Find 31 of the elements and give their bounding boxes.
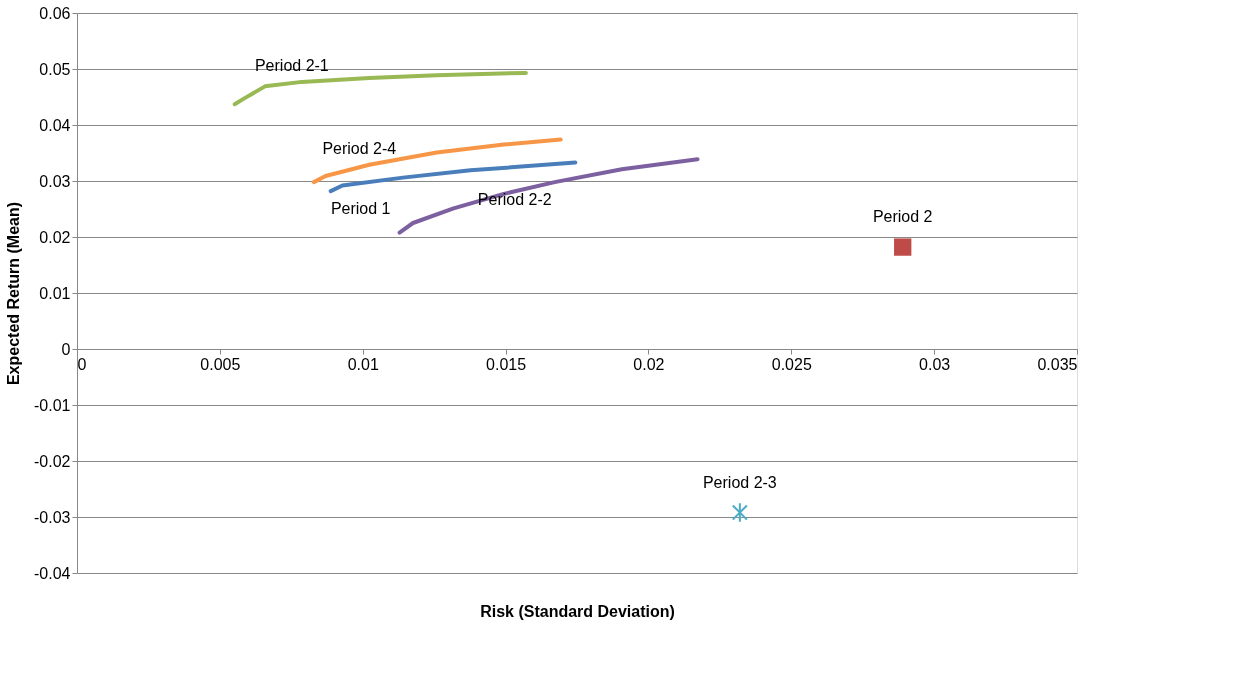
y-tick-label: 0.06 (39, 4, 71, 22)
y-tick-label: -0.01 (34, 396, 71, 414)
series-label: Period 2-1 (254, 56, 329, 74)
series-label: Period 2-2 (477, 191, 552, 209)
x-tick-label: 0.01 (347, 355, 379, 373)
x-tick-label: 0.015 (486, 355, 527, 373)
series-label: Period 1 (330, 200, 391, 218)
line-series (311, 137, 563, 185)
y-tick-label: 0.04 (39, 116, 71, 134)
x-tick-label: 0.02 (633, 355, 665, 373)
y-tick-label: 0.01 (39, 284, 71, 302)
y-tick-label: -0.04 (34, 564, 71, 582)
y-tick-label: -0.03 (34, 508, 71, 526)
x-tick-label: 0.005 (200, 355, 241, 373)
y-axis-title: Expected Return (Mean) (5, 201, 23, 386)
y-tick-label: 0 (61, 340, 71, 358)
x-tick-label: 0.03 (919, 355, 951, 373)
line-series (232, 70, 528, 107)
line-series (328, 160, 578, 194)
y-tick-label: 0.03 (39, 172, 71, 190)
line-series (397, 157, 700, 235)
series-label: Period 2-3 (702, 473, 777, 491)
y-tick-label: 0.02 (39, 228, 71, 246)
y-tick-label: 0.05 (39, 60, 71, 78)
x-tick-label: 0 (77, 355, 87, 373)
y-tick-label: -0.02 (34, 452, 71, 470)
x-tick-label: 0.025 (771, 355, 812, 373)
series-label: Period 2 (872, 208, 933, 226)
x-tick-label: 0.035 (1037, 355, 1078, 373)
series-label: Period 2-4 (322, 139, 397, 157)
x-axis-title: Risk (Standard Deviation) (480, 602, 675, 620)
